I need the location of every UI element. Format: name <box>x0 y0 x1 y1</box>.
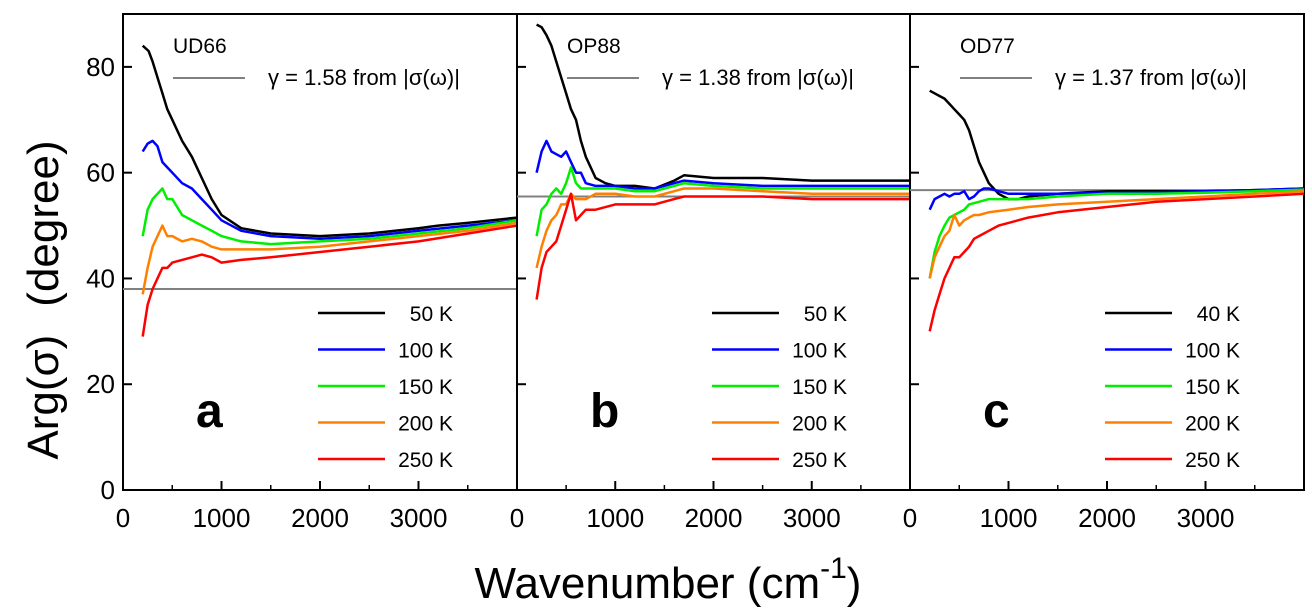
series-line-150k <box>535 166 910 237</box>
legend-label: 150 K <box>398 376 453 399</box>
series-line-100k <box>928 187 1305 211</box>
legend-label: 200 K <box>792 413 847 436</box>
x-tick-label: 0 <box>903 503 917 533</box>
series-line-50k <box>536 23 910 190</box>
x-axis-title: Wavenumber (cm-1) <box>475 552 862 608</box>
series-line-250k <box>928 192 1305 332</box>
x-tick-label: 3000 <box>390 503 448 533</box>
gamma-legend-label: γ = 1.58 from |σ(ω)| <box>268 65 460 90</box>
y-axis-title-left: Arg(σ) <box>19 335 68 460</box>
legend-label: 200 K <box>1185 413 1240 436</box>
panels: 0 1000 2000 3000 0 20 40 60 80 UD66 γ = 1.58 from … <box>86 13 1305 533</box>
series-line-200k <box>928 189 1305 279</box>
legend-label: 100 K <box>398 340 453 363</box>
y-axis-title-right: (degree) <box>19 140 68 306</box>
series-line-100k <box>535 139 910 190</box>
legend-label: 250 K <box>1185 449 1240 472</box>
legend-label: 250 K <box>398 449 453 472</box>
x-axis-title-main: Wavenumber (cm <box>475 559 821 608</box>
y-tick-label: 20 <box>86 369 115 399</box>
x-tick-label: 3000 <box>783 503 841 533</box>
x-tick-label: 1000 <box>980 503 1038 533</box>
x-tick-label: 1000 <box>193 503 251 533</box>
x-tick-label: 1000 <box>586 503 644 533</box>
panel-letter: b <box>590 385 619 438</box>
gamma-legend-label: γ = 1.38 from |σ(ω)| <box>662 65 854 90</box>
panel-c: 0 1000 2000 3000 OD77 γ = 1.37 from |σ(ω)| 40 … <box>903 13 1305 533</box>
legend-label: 100 K <box>1185 340 1240 363</box>
legend-label: 50 K <box>804 303 847 326</box>
y-tick-label: 80 <box>86 52 115 82</box>
legend-label: 150 K <box>792 376 847 399</box>
x-axis-title-sup: -1 <box>820 552 847 585</box>
series-line-200k <box>535 187 910 269</box>
legend-label: 150 K <box>1185 376 1240 399</box>
y-axis-title: Arg(σ) (degree) <box>19 140 68 459</box>
y-tick-label: 40 <box>86 263 115 293</box>
series-line-40k <box>929 89 1305 201</box>
sample-label: UD66 <box>173 35 227 58</box>
sample-label: OP88 <box>567 35 621 58</box>
x-tick-label: 2000 <box>685 503 743 533</box>
gamma-legend-label: γ = 1.37 from |σ(ω)| <box>1055 65 1247 90</box>
legend-label: 40 K <box>1197 303 1240 326</box>
series-line-150k <box>141 187 518 246</box>
sample-label: OD77 <box>960 35 1015 58</box>
series-line-200k <box>141 221 518 295</box>
panel-letter: a <box>196 385 223 438</box>
x-tick-label: 2000 <box>291 503 349 533</box>
y-tick-label: 0 <box>101 475 115 505</box>
panel-b: 0 1000 2000 3000 OP88 γ = 1.38 from |σ(ω)| 50 … <box>510 13 911 533</box>
series-line-150k <box>928 188 1305 279</box>
series-line-250k <box>141 224 518 337</box>
x-tick-label: 3000 <box>1177 503 1235 533</box>
panel-a: 0 1000 2000 3000 0 20 40 60 80 UD66 γ = 1.58 from … <box>86 13 518 533</box>
legend-label: 50 K <box>410 303 453 326</box>
x-tick-label: 2000 <box>1078 503 1136 533</box>
panel-letter: c <box>983 385 1010 438</box>
x-tick-label: 0 <box>510 503 524 533</box>
legend-label: 100 K <box>792 340 847 363</box>
series-line-50k <box>141 44 518 238</box>
x-axis-title-close: ) <box>847 559 862 608</box>
legend-label: 250 K <box>792 449 847 472</box>
legend-label: 200 K <box>398 413 453 436</box>
x-tick-label: 0 <box>116 503 130 533</box>
y-tick-label: 60 <box>86 158 115 188</box>
series-line-100k <box>141 139 518 241</box>
series-line-250k <box>535 192 910 300</box>
